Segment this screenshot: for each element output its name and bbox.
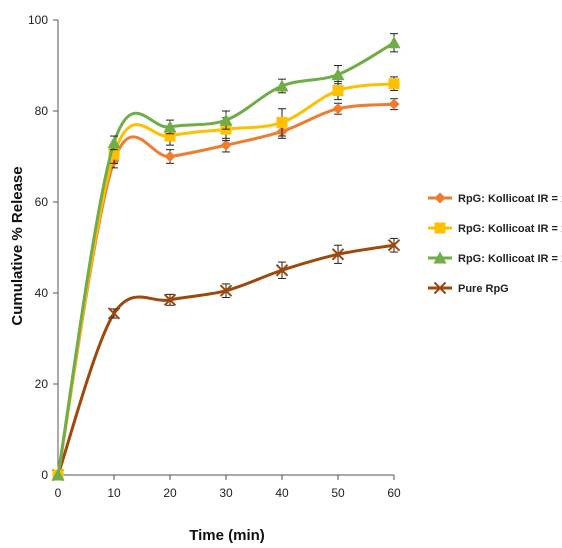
x-tick-label: 50 [331, 486, 345, 500]
series-3 [51, 237, 401, 482]
data-point [275, 79, 289, 92]
data-point [331, 248, 345, 261]
legend-entry: RpG: Kollicoat IR = 1:1 [428, 192, 562, 205]
data-point [388, 78, 400, 90]
series-1 [52, 76, 400, 481]
data-point [107, 307, 121, 320]
legend-marker [434, 192, 446, 204]
x-tick-label: 10 [107, 486, 121, 500]
data-point [219, 284, 233, 297]
data-point [164, 130, 176, 142]
legend-entry: RpG: Kollicoat IR = 1:3 [428, 222, 562, 235]
data-point [387, 36, 401, 49]
data-point [51, 468, 65, 481]
legend-entry: RpG: Kollicoat IR = 1:5 [428, 251, 562, 265]
x-tick-label: 60 [387, 486, 401, 500]
data-point [220, 139, 232, 151]
legend: RpG: Kollicoat IR = 1:1 RpG: Kollicoat IR… [428, 192, 562, 295]
data-point [331, 68, 345, 81]
data-point [108, 148, 120, 160]
x-tick-label: 20 [163, 486, 177, 500]
data-point [163, 120, 177, 133]
data-point [164, 151, 176, 162]
series-2 [51, 33, 401, 481]
x-tick-label: 30 [219, 486, 233, 500]
data-point [107, 136, 121, 149]
legend-marker [433, 281, 447, 295]
data-point [332, 103, 344, 115]
series-line [56, 243, 395, 476]
y-tick-label: 100 [28, 13, 48, 27]
series-line [56, 41, 395, 476]
y-tick-label: 80 [35, 104, 49, 118]
legend-marker [433, 251, 447, 264]
data-point [219, 113, 233, 126]
legend-marker [434, 222, 446, 234]
x-tick-label: 40 [275, 486, 289, 500]
data-point [276, 116, 288, 128]
x-tick-label: 0 [55, 486, 62, 500]
y-tick-label: 60 [35, 195, 49, 209]
legend-label: RpG: Kollicoat IR = 1:1 [458, 193, 562, 205]
data-point [163, 293, 177, 307]
legend-entry: Pure RpG [428, 281, 509, 295]
y-tick-label: 40 [35, 286, 49, 300]
data-point [275, 264, 289, 277]
data-point [388, 98, 400, 110]
data-point [332, 85, 344, 97]
y-tick-label: 20 [35, 377, 49, 391]
legend-label: Pure RpG [458, 283, 509, 295]
plot-area: 0 10 20 30 40 50 60 0 20 40 60 80 100 [28, 13, 401, 500]
x-axis-title: Time (min) [189, 527, 265, 544]
legend-label: RpG: Kollicoat IR = 1:3 [458, 223, 562, 235]
y-axis-title: Cumulative % Release [9, 166, 26, 325]
y-tick-label: 0 [41, 468, 48, 482]
data-point [387, 239, 401, 252]
legend-label: RpG: Kollicoat IR = 1:5 [458, 253, 562, 265]
